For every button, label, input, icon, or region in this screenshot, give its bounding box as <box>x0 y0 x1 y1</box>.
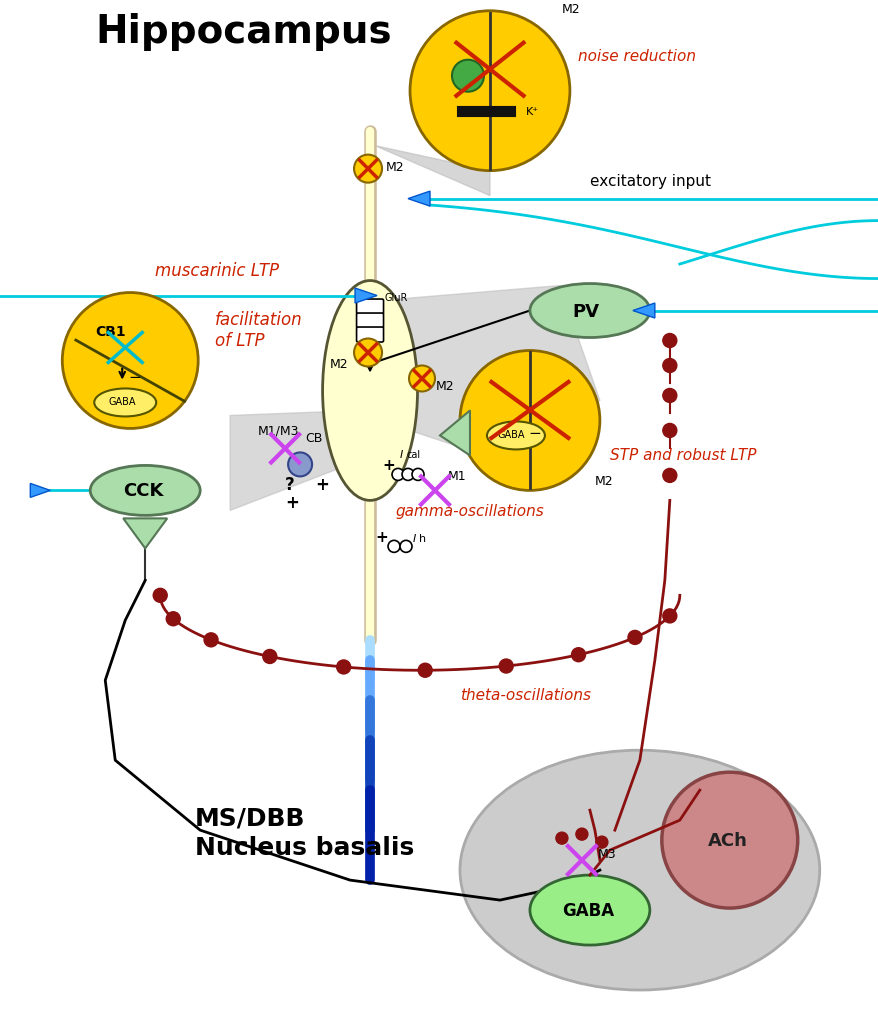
Circle shape <box>418 664 432 677</box>
Circle shape <box>354 339 382 367</box>
Text: GluR: GluR <box>384 293 407 302</box>
Text: PV: PV <box>572 302 598 321</box>
Text: STP and robust LTP: STP and robust LTP <box>609 449 755 464</box>
Text: GABA: GABA <box>561 902 614 921</box>
Text: +: + <box>375 530 387 546</box>
Text: M2: M2 <box>329 358 348 372</box>
Circle shape <box>204 633 218 647</box>
Circle shape <box>408 366 435 391</box>
Circle shape <box>662 388 676 402</box>
Polygon shape <box>407 191 429 206</box>
Circle shape <box>392 468 404 480</box>
Circle shape <box>662 358 676 373</box>
Circle shape <box>153 589 167 602</box>
Polygon shape <box>632 303 654 318</box>
Circle shape <box>661 772 797 908</box>
Circle shape <box>459 350 599 490</box>
Polygon shape <box>30 483 50 498</box>
Polygon shape <box>355 288 377 303</box>
Text: GABA: GABA <box>498 430 525 440</box>
FancyBboxPatch shape <box>356 313 383 328</box>
Text: M2: M2 <box>435 381 454 393</box>
Circle shape <box>409 11 569 171</box>
Text: −: − <box>128 371 140 385</box>
FancyBboxPatch shape <box>356 327 383 342</box>
Circle shape <box>571 648 585 662</box>
Circle shape <box>263 649 277 664</box>
Circle shape <box>595 837 608 848</box>
Text: CB1: CB1 <box>95 325 126 339</box>
Circle shape <box>499 659 513 673</box>
Polygon shape <box>123 518 167 549</box>
Polygon shape <box>440 411 470 456</box>
Circle shape <box>336 659 350 674</box>
Text: M2: M2 <box>561 3 579 15</box>
Text: ACh: ACh <box>707 833 747 850</box>
Ellipse shape <box>529 284 649 338</box>
Circle shape <box>387 541 399 552</box>
Text: excitatory input: excitatory input <box>589 174 710 188</box>
Text: I: I <box>399 451 403 461</box>
Text: CCK: CCK <box>123 482 163 501</box>
Circle shape <box>451 59 484 92</box>
Ellipse shape <box>90 466 200 515</box>
Ellipse shape <box>486 422 544 450</box>
Ellipse shape <box>94 388 156 417</box>
Text: gamma-oscillations: gamma-oscillations <box>394 505 543 519</box>
Text: MS/DBB
Nucleus basalis: MS/DBB Nucleus basalis <box>195 807 414 860</box>
Text: M1/M3: M1/M3 <box>258 424 299 437</box>
Circle shape <box>354 155 382 182</box>
Text: M2: M2 <box>385 161 404 174</box>
Circle shape <box>401 468 414 480</box>
Text: M1: M1 <box>448 470 466 483</box>
Text: CB: CB <box>305 432 322 445</box>
Circle shape <box>555 833 567 844</box>
Circle shape <box>62 293 198 428</box>
Text: ?: ? <box>284 476 294 495</box>
Text: +: + <box>382 459 394 473</box>
Circle shape <box>575 828 587 840</box>
Ellipse shape <box>322 281 417 501</box>
Text: +: + <box>284 495 299 512</box>
Circle shape <box>662 468 676 482</box>
FancyBboxPatch shape <box>356 299 383 314</box>
Circle shape <box>627 631 641 644</box>
Ellipse shape <box>459 751 819 990</box>
Text: I: I <box>413 535 416 545</box>
Circle shape <box>166 611 180 626</box>
Text: M3: M3 <box>597 848 615 861</box>
Polygon shape <box>230 411 360 510</box>
Text: K⁺: K⁺ <box>525 106 538 117</box>
Circle shape <box>412 468 423 480</box>
Text: M2: M2 <box>594 475 613 488</box>
Text: muscarinic LTP: muscarinic LTP <box>155 261 279 280</box>
Polygon shape <box>379 286 599 461</box>
Polygon shape <box>375 145 489 196</box>
Text: −: − <box>528 426 540 441</box>
Circle shape <box>662 424 676 437</box>
Text: h: h <box>419 535 426 545</box>
Text: GABA: GABA <box>108 397 135 408</box>
Circle shape <box>399 541 412 552</box>
Ellipse shape <box>529 876 649 945</box>
Text: cal: cal <box>406 451 420 461</box>
Text: +: + <box>314 476 328 495</box>
Text: theta-oscillations: theta-oscillations <box>459 688 590 703</box>
Text: noise reduction: noise reduction <box>577 49 695 63</box>
Circle shape <box>288 453 312 476</box>
Circle shape <box>662 334 676 347</box>
Circle shape <box>662 609 676 623</box>
Text: Hippocampus: Hippocampus <box>95 12 392 51</box>
Text: facilitation
of LTP: facilitation of LTP <box>215 310 302 349</box>
